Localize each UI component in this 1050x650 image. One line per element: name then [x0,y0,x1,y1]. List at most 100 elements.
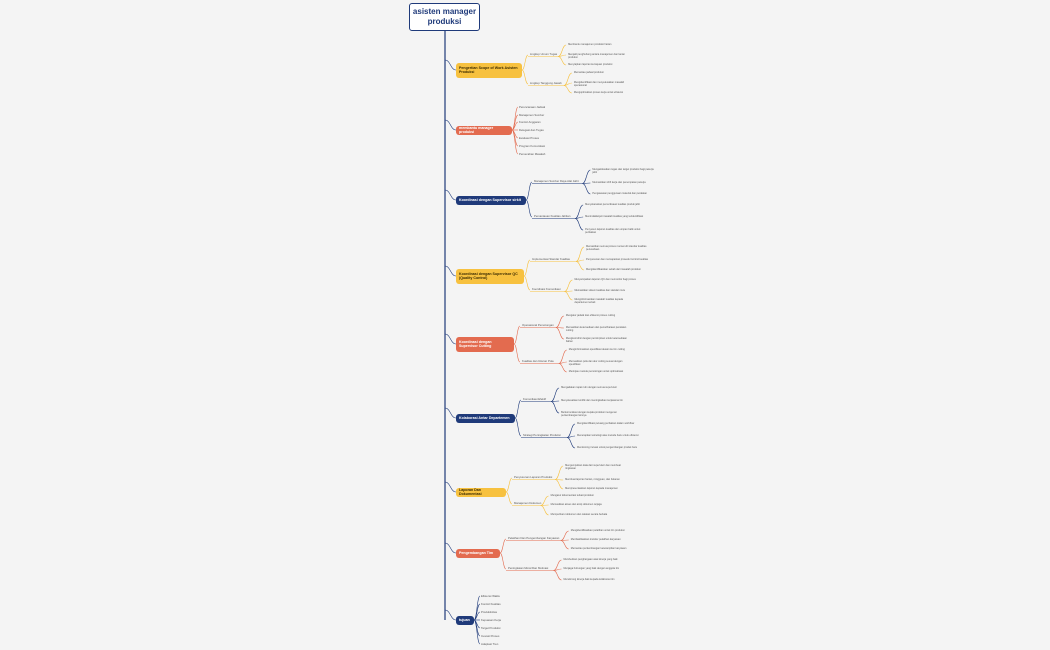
main-branch-node[interactable]: membantu manager produksi [456,125,512,135]
sub-branch-label[interactable]: Pelatihan Dan Pengembangan Karyawan [508,536,560,540]
leaf-connector [560,540,569,550]
main-branch-connector [444,59,457,71]
main-branch-node[interactable]: Pengertian Scope of Work Asisten Produks… [456,62,522,78]
sub-branch-label[interactable]: Peningkatan Moral Dan Motivasi [508,566,549,570]
leaf-item[interactable]: Mendorong kinerja baik kepada kolaborasi… [563,578,615,581]
list-item[interactable]: Manajemen Sumber [519,112,545,117]
list-item[interactable]: Kontrol Anggaran [519,119,541,124]
leaf-item[interactable]: Berkomunikasi dengan kepala produksi men… [561,411,617,418]
leaf-connector [575,261,585,271]
leaf-connector [560,530,569,541]
sub-branch-connector [513,325,521,345]
list-item[interactable]: Efisiensi Waktu [481,593,501,598]
leaf-item[interactable]: Mengumpulkan data dari supervisor dan me… [565,464,621,471]
leaf-item[interactable]: Mengatur jadwal dan efisiensi proses cut… [565,314,616,317]
list-item[interactable]: Pemecahan Masalah [519,151,546,156]
leaf-item[interactable]: Memastikan semua proses memenuhi standar… [586,245,647,252]
leaf-item[interactable]: Meninjau metode pemotongan untuk optimal… [568,370,624,373]
list-item[interactable]: Produktivitas [481,609,498,614]
sub-branch-connector [525,199,533,218]
sub-branch-label[interactable]: Strategi Peningkatan Produksi [523,433,561,437]
leaf-item[interactable]: Menjaga hubungan yang baik dengan anggot… [563,567,620,570]
main-branch-node[interactable]: Koordinasi dengan Supervisor Cutting [456,336,514,352]
item-connector [511,129,519,155]
sub-branch-label[interactable]: Pemantauan Kualitas Jahitan [534,214,571,218]
leaf-item[interactable]: Menyiapkan laporan kemajuan produksi [568,63,613,66]
main-branch-node[interactable]: Pengembangan Tim [456,548,500,558]
sub-branch-connector [521,69,529,85]
leaf-item[interactable]: Menginformasikan masalah kualitas kepada… [574,298,624,305]
main-branch-node[interactable]: Laporan Dan Dokumentasi [456,487,506,497]
leaf-item[interactable]: Mengoptimalkan proses kerja untuk efisie… [573,91,624,94]
leaf-connector [575,218,584,231]
leaf-item[interactable]: Menindaklanjuti masalah kualitas yang te… [585,215,644,218]
leaf-item[interactable]: Mengkoordinir dengan pemimpinan untuk ke… [565,337,627,344]
list-item[interactable]: Program Komunikasi [519,143,545,148]
list-item[interactable]: Evaluasi Proses [519,135,540,140]
main-branch-node[interactable]: Koordinasi dengan Supervisor sirkit [456,195,526,205]
leaf-item[interactable]: Memastikan ketersediaan dan pemeliharaan… [565,326,627,333]
sub-branch-label[interactable]: Manajemen Sumber Daya Alat Jahit [534,179,579,183]
sub-branch-label[interactable]: Kualitas dan Ukuran Pola [522,359,554,363]
sub-branch-connector [499,552,507,570]
main-branch-node[interactable]: Koordinasi dengan Supervisor QC (Quality… [456,268,524,284]
list-item[interactable]: Kontrol Kualitas [481,601,501,606]
leaf-item[interactable]: Mendorong inovasi untuk pengembangan pro… [577,446,638,449]
leaf-item[interactable]: Mengidentifikasikan sebab dari masalah p… [586,268,641,271]
leaf-item[interactable]: Menjadi penghubung antara manajemen dan … [568,53,625,60]
leaf-item[interactable]: Penyusun laporan kualitas dan umpan bali… [585,228,641,235]
leaf-item[interactable]: Memastikan akses dan arsip dokumen terja… [550,503,602,506]
leaf-item[interactable]: Pengawasan penggunaan material dan peral… [592,192,648,195]
sub-branch-label[interactable]: Komunikasi Efektif [523,397,547,401]
leaf-item[interactable]: Memberikan penghargaan atas kinerja yang… [563,558,618,561]
sub-branch-connector [523,259,531,277]
leaf-item[interactable]: Memfasilitasikan transfer pelatihan kary… [570,538,621,541]
leaf-item[interactable]: Membuat laporan harian, mingguan, dan bu… [565,478,620,481]
leaf-item[interactable]: Memastikan sistem kualitas dan standar m… [574,289,626,292]
list-item[interactable]: Perencanaan Jadwal [519,104,546,109]
leaf-item[interactable]: Memperbarui dokumen dan catatan secara b… [550,513,608,516]
leaf-item[interactable]: Mempresentasikan laporan kepada manajeme… [565,487,618,490]
list-item[interactable]: Kepuasan Kerja [481,617,501,622]
leaf-connector [582,183,591,195]
leaf-item[interactable]: Menginformasikan spesifikasi desain ke t… [568,348,625,351]
leaf-item[interactable]: Menerapkan teknologi atau metode baru un… [577,434,639,437]
leaf-item[interactable]: Mengidentifikasi peluang perbaikan dalam… [577,422,635,425]
root-node-title[interactable]: asisten manager produksi [409,3,480,31]
leaf-connector [558,56,567,66]
leaf-item[interactable]: Menyelesaikan konflik dan meningkatkan k… [561,399,623,402]
leaf-item[interactable]: Memastikan shift kerja dan penempatan pe… [592,181,646,184]
leaf-connector [558,363,567,373]
sub-branch-connector [514,417,522,437]
sub-branch-label[interactable]: Operasional Pemotongan [522,323,554,327]
main-branch-node[interactable]: tujuan [456,615,474,625]
sub-branch-label[interactable]: Koordinasi Komunikasi [532,287,561,291]
leaf-item[interactable]: Mengidentifikasikan pelatihan untuk tim … [570,529,625,532]
list-item[interactable]: Delegasi dan Tugas [519,127,544,132]
main-branch-node[interactable]: Kolaborasi Antar Departemen [456,413,515,423]
leaf-item[interactable]: Mengalokasikan tugas dan target produksi… [592,168,654,175]
leaf-item[interactable]: Mengidentifikasi dan menyelesaikan masal… [573,81,625,88]
main-branch-connector [444,609,457,621]
leaf-item[interactable]: Menyelaraskan pemeriksaan kualitas produ… [585,203,640,206]
main-branch-connector [444,407,457,419]
leaf-item[interactable]: Memantau perkembangan keterampilan karya… [570,547,627,550]
sub-branch-label[interactable]: Lingkup Tanggung Jawab [530,81,562,85]
list-item[interactable]: Inovasi Proses [481,633,500,638]
sub-branch-label[interactable]: Penyusunan Laporan Produksi [514,475,553,479]
leaf-item[interactable]: Mengatur dokumentasi terkait produksi [550,494,594,497]
leaf-connector [563,85,572,94]
leaf-item[interactable]: Memantau jadwal produksi [573,71,604,74]
leaf-item[interactable]: Memastikan pola dan alur cutting sesuai … [568,360,623,367]
leaf-item[interactable]: Mengadakan rapat rutin dengan semua supe… [561,386,617,389]
leaf-item[interactable]: Membantu manajemen produksi harian [568,43,612,46]
leaf-connector [566,437,576,449]
sub-branch-label[interactable]: Implementasi Standar Kualitas [532,257,570,261]
leaf-item[interactable]: Penyusunan dan memaparkan prosedur kontr… [586,258,649,261]
sub-branch-label[interactable]: Manajemen Dokumen [514,501,542,505]
list-item[interactable]: Target Produksi [481,625,501,630]
leaf-item[interactable]: Menyampaikan laporan QC dan memonitor ba… [574,278,636,281]
sub-branch-label[interactable]: Lingkup Umum Tugas [530,52,558,56]
list-item[interactable]: Adaptasi Tren [481,641,499,646]
